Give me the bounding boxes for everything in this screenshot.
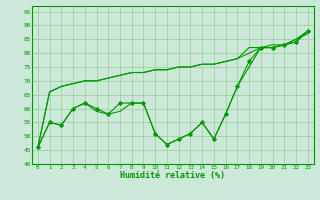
X-axis label: Humidité relative (%): Humidité relative (%): [120, 171, 225, 180]
